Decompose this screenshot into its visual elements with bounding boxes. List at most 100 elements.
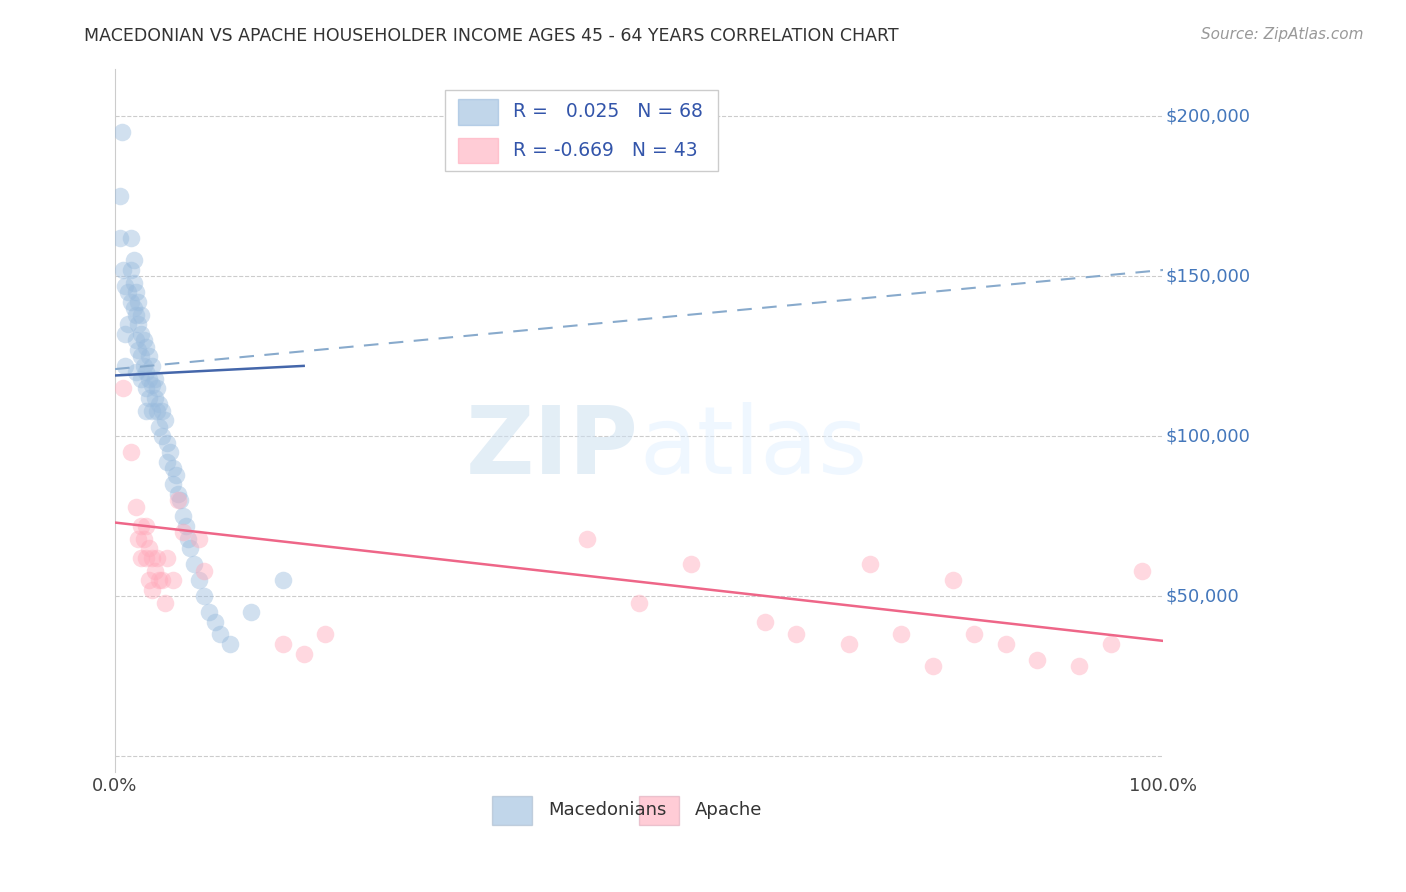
Point	[135, 381, 157, 395]
FancyBboxPatch shape	[446, 89, 717, 170]
Point	[120, 231, 142, 245]
Point	[785, 627, 807, 641]
Point	[138, 372, 160, 386]
Text: ZIP: ZIP	[467, 402, 640, 494]
Text: R =   0.025   N = 68: R = 0.025 N = 68	[513, 103, 703, 121]
Point	[112, 263, 135, 277]
Point	[143, 564, 166, 578]
Point	[127, 343, 149, 357]
Text: $50,000: $50,000	[1166, 587, 1239, 605]
Point	[141, 359, 163, 373]
Point	[942, 573, 965, 587]
Point	[628, 595, 651, 609]
Text: Macedonians: Macedonians	[548, 801, 666, 820]
Point	[138, 349, 160, 363]
Point	[179, 541, 201, 556]
Point	[754, 615, 776, 629]
Point	[129, 372, 152, 386]
Point	[110, 189, 132, 203]
Point	[174, 518, 197, 533]
Point	[125, 308, 148, 322]
Point	[198, 605, 221, 619]
Point	[135, 518, 157, 533]
Point	[122, 276, 145, 290]
Point	[219, 637, 242, 651]
Point	[141, 403, 163, 417]
Point	[112, 381, 135, 395]
Point	[177, 532, 200, 546]
Point	[117, 318, 139, 332]
Point	[111, 126, 134, 140]
Point	[167, 487, 190, 501]
Point	[135, 365, 157, 379]
Point	[162, 461, 184, 475]
Point	[114, 359, 136, 373]
Point	[146, 550, 169, 565]
Text: R = -0.669   N = 43: R = -0.669 N = 43	[513, 141, 697, 160]
Point	[1130, 564, 1153, 578]
Point	[921, 659, 943, 673]
Point	[204, 615, 226, 629]
Point	[129, 518, 152, 533]
Point	[141, 550, 163, 565]
Text: $200,000: $200,000	[1166, 107, 1250, 126]
Point	[138, 573, 160, 587]
Point	[129, 308, 152, 322]
Point	[165, 467, 187, 482]
Point	[141, 378, 163, 392]
Point	[292, 647, 315, 661]
Point	[271, 573, 294, 587]
Point	[127, 532, 149, 546]
Point	[138, 391, 160, 405]
Point	[129, 550, 152, 565]
Point	[143, 391, 166, 405]
Point	[120, 263, 142, 277]
Point	[120, 445, 142, 459]
Point	[155, 413, 177, 427]
Point	[208, 627, 231, 641]
FancyBboxPatch shape	[640, 796, 679, 825]
Point	[167, 493, 190, 508]
Point	[129, 349, 152, 363]
FancyBboxPatch shape	[458, 137, 498, 163]
Point	[127, 318, 149, 332]
Point	[148, 573, 170, 587]
Point	[156, 455, 179, 469]
Point	[125, 365, 148, 379]
Point	[155, 595, 177, 609]
Point	[150, 429, 173, 443]
Point	[172, 525, 194, 540]
Point	[141, 582, 163, 597]
Point	[575, 532, 598, 546]
Point	[183, 557, 205, 571]
Point	[122, 301, 145, 316]
Point	[148, 419, 170, 434]
Point	[187, 532, 209, 546]
Point	[110, 231, 132, 245]
Point	[162, 573, 184, 587]
FancyBboxPatch shape	[492, 796, 531, 825]
Text: atlas: atlas	[640, 402, 868, 494]
Point	[143, 372, 166, 386]
Point	[148, 397, 170, 411]
Point	[146, 381, 169, 395]
Point	[135, 550, 157, 565]
Text: Apache: Apache	[695, 801, 762, 820]
Point	[169, 493, 191, 508]
Point	[134, 359, 156, 373]
Point	[156, 435, 179, 450]
Point	[159, 445, 181, 459]
Point	[963, 627, 986, 641]
Point	[125, 500, 148, 514]
Text: Source: ZipAtlas.com: Source: ZipAtlas.com	[1201, 27, 1364, 42]
Point	[150, 403, 173, 417]
Point	[1099, 637, 1122, 651]
Point	[134, 334, 156, 348]
Point	[135, 403, 157, 417]
Point	[193, 564, 215, 578]
Point	[271, 637, 294, 651]
Point	[994, 637, 1017, 651]
Point	[156, 550, 179, 565]
Point	[859, 557, 882, 571]
Point	[114, 279, 136, 293]
